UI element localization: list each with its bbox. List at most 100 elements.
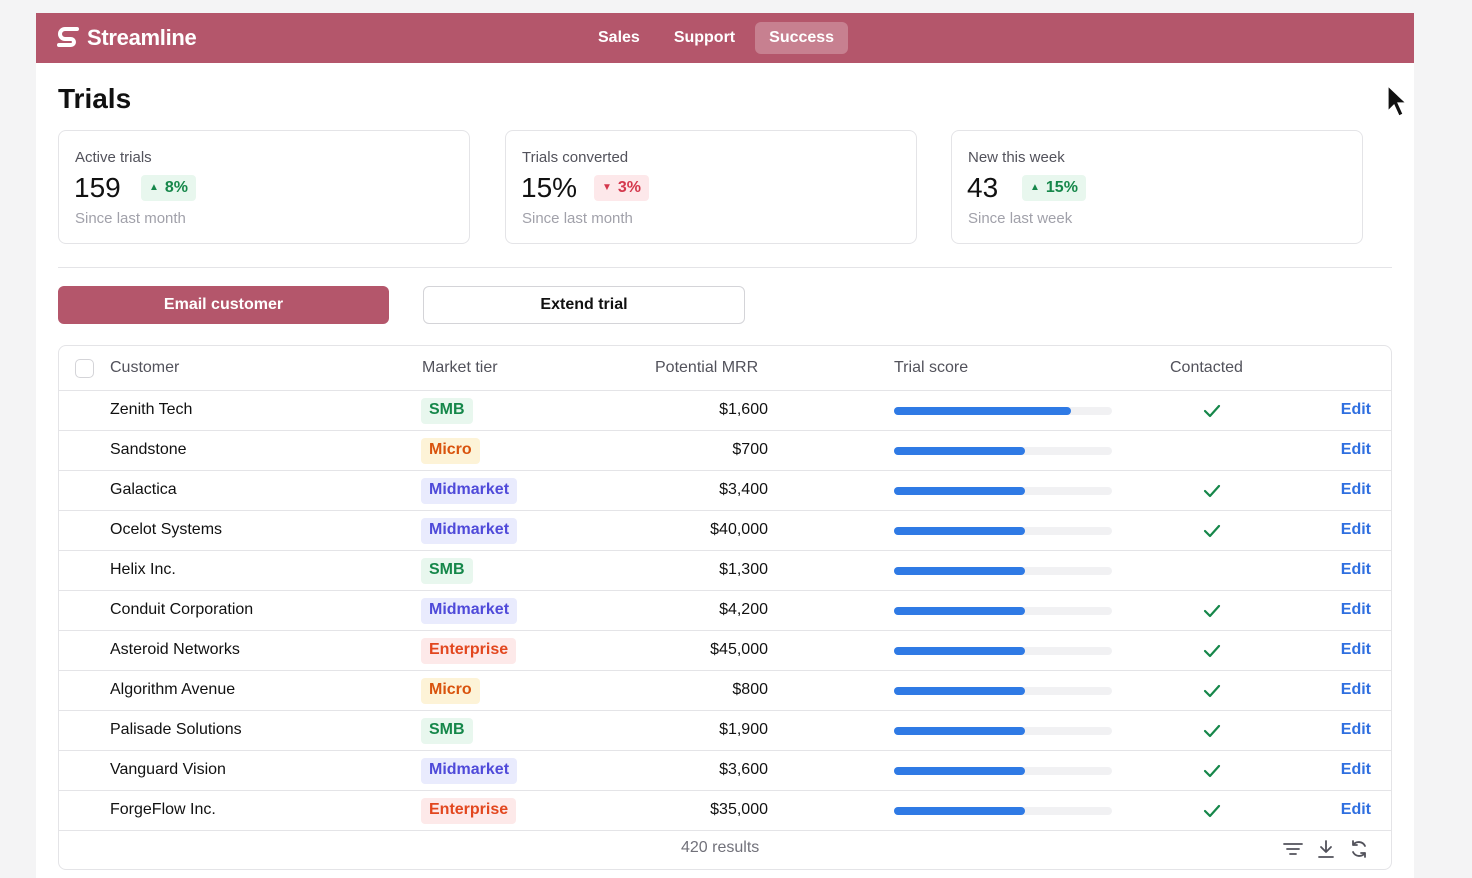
extend-trial-button[interactable]: Extend trial bbox=[423, 286, 745, 324]
market-tier-badge: Micro bbox=[421, 678, 480, 704]
header-contacted[interactable]: Contacted bbox=[1170, 359, 1243, 376]
table-row[interactable]: Ocelot Systems Midmarket $40,000 Edit bbox=[59, 511, 1391, 551]
market-tier-badge: SMB bbox=[421, 718, 473, 744]
trial-score-bar bbox=[894, 807, 1112, 815]
logo[interactable]: Streamline bbox=[57, 25, 197, 51]
stat-change: 15% bbox=[1045, 179, 1078, 196]
table-row[interactable]: Asteroid Networks Enterprise $45,000 Edit bbox=[59, 631, 1391, 671]
check-icon bbox=[1203, 604, 1221, 618]
potential-mrr: $45,000 bbox=[710, 641, 768, 658]
trial-score-fill bbox=[894, 647, 1025, 655]
market-tier-badge: Midmarket bbox=[421, 758, 518, 784]
table-row[interactable]: ForgeFlow Inc. Enterprise $35,000 Edit bbox=[59, 791, 1391, 831]
stat-value: 15% bbox=[521, 172, 578, 203]
table-row[interactable]: Conduit Corporation Midmarket $4,200 Edit bbox=[59, 591, 1391, 631]
customer-name: Conduit Corporation bbox=[110, 601, 254, 618]
stat-card-trials-converted: Trials converted 15% ▼ 3% Since last mon… bbox=[505, 130, 917, 244]
app-name: Streamline bbox=[87, 25, 197, 50]
edit-link[interactable]: Edit bbox=[1340, 561, 1371, 578]
section-divider bbox=[58, 267, 1392, 268]
header-market-tier[interactable]: Market tier bbox=[422, 359, 498, 376]
edit-link[interactable]: Edit bbox=[1340, 441, 1371, 458]
trial-score-fill bbox=[894, 527, 1025, 535]
customer-name: Palisade Solutions bbox=[110, 721, 242, 738]
market-tier-badge: SMB bbox=[421, 398, 473, 424]
edit-link[interactable]: Edit bbox=[1340, 641, 1371, 658]
potential-mrr: $1,300 bbox=[719, 561, 768, 578]
trial-score-bar bbox=[894, 607, 1112, 615]
stat-label: Active trials bbox=[75, 149, 152, 166]
customer-name: Asteroid Networks bbox=[110, 641, 240, 658]
check-icon bbox=[1203, 644, 1221, 658]
trial-score-bar bbox=[894, 647, 1112, 655]
trial-score-fill bbox=[894, 607, 1025, 615]
trial-score-fill bbox=[894, 407, 1071, 415]
trial-score-bar bbox=[894, 447, 1112, 455]
edit-link[interactable]: Edit bbox=[1340, 481, 1371, 498]
stat-sub: Since last month bbox=[75, 210, 186, 227]
header-customer[interactable]: Customer bbox=[110, 359, 180, 376]
trial-score-bar bbox=[894, 567, 1112, 575]
stat-sub: Since last week bbox=[968, 210, 1073, 227]
potential-mrr: $1,900 bbox=[719, 721, 768, 738]
nav-tabs: Sales Support Success bbox=[584, 22, 849, 54]
customer-name: Sandstone bbox=[110, 441, 187, 458]
header-trial-score[interactable]: Trial score bbox=[894, 359, 969, 376]
download-icon[interactable] bbox=[1315, 838, 1337, 860]
table-row[interactable]: Helix Inc. SMB $1,300 Edit bbox=[59, 551, 1391, 591]
potential-mrr: $1,600 bbox=[719, 401, 768, 418]
trial-score-bar bbox=[894, 407, 1112, 415]
potential-mrr: $4,200 bbox=[719, 601, 768, 618]
table-row[interactable]: Algorithm Avenue Micro $800 Edit bbox=[59, 671, 1391, 711]
edit-link[interactable]: Edit bbox=[1340, 401, 1371, 418]
check-icon bbox=[1203, 804, 1221, 818]
potential-mrr: $40,000 bbox=[710, 521, 768, 538]
potential-mrr: $3,600 bbox=[719, 761, 768, 778]
edit-link[interactable]: Edit bbox=[1340, 801, 1371, 818]
table-row[interactable]: Zenith Tech SMB $1,600 Edit bbox=[59, 391, 1391, 431]
page-title: Trials bbox=[58, 83, 132, 114]
customer-name: Ocelot Systems bbox=[110, 521, 223, 538]
trial-score-fill bbox=[894, 767, 1025, 775]
mouse-cursor-icon bbox=[1387, 85, 1406, 117]
potential-mrr: $700 bbox=[732, 441, 768, 458]
tab-success[interactable]: Success bbox=[755, 22, 849, 54]
edit-link[interactable]: Edit bbox=[1340, 721, 1371, 738]
potential-mrr: $35,000 bbox=[710, 801, 768, 818]
tab-sales[interactable]: Sales bbox=[598, 29, 640, 46]
market-tier-badge: Enterprise bbox=[421, 638, 517, 664]
trial-score-fill bbox=[894, 567, 1025, 575]
tab-support[interactable]: Support bbox=[673, 29, 736, 46]
check-icon bbox=[1203, 724, 1221, 738]
check-icon bbox=[1203, 484, 1221, 498]
table-row[interactable]: Vanguard Vision Midmarket $3,600 Edit bbox=[59, 751, 1391, 791]
edit-link[interactable]: Edit bbox=[1340, 761, 1371, 778]
filter-icon[interactable] bbox=[1282, 838, 1304, 860]
edit-link[interactable]: Edit bbox=[1340, 681, 1371, 698]
market-tier-badge: Enterprise bbox=[421, 798, 517, 824]
stat-card-new-this-week: New this week 43 ▲ 15% Since last week bbox=[951, 130, 1363, 244]
trial-score-bar bbox=[894, 727, 1112, 735]
potential-mrr: $3,400 bbox=[719, 481, 768, 498]
stat-value: 43 bbox=[967, 172, 999, 203]
market-tier-badge: Midmarket bbox=[421, 518, 518, 544]
logo-mark-icon bbox=[57, 27, 79, 47]
edit-link[interactable]: Edit bbox=[1340, 601, 1371, 618]
table-row[interactable]: Sandstone Micro $700 Edit bbox=[59, 431, 1391, 471]
table-row[interactable]: Galactica Midmarket $3,400 Edit bbox=[59, 471, 1391, 511]
check-icon bbox=[1203, 684, 1221, 698]
header-potential-mrr[interactable]: Potential MRR bbox=[655, 359, 759, 376]
arrow-up-icon: ▲ bbox=[149, 182, 159, 193]
check-icon bbox=[1203, 524, 1221, 538]
select-all-checkbox[interactable] bbox=[75, 359, 94, 378]
arrow-up-icon: ▲ bbox=[1030, 182, 1040, 193]
customer-name: Galactica bbox=[110, 481, 177, 498]
edit-link[interactable]: Edit bbox=[1340, 521, 1371, 538]
refresh-icon[interactable] bbox=[1348, 838, 1370, 860]
table-row[interactable]: Palisade Solutions SMB $1,900 Edit bbox=[59, 711, 1391, 751]
market-tier-badge: SMB bbox=[421, 558, 473, 584]
stat-label: New this week bbox=[968, 149, 1065, 166]
email-customer-button[interactable]: Email customer bbox=[58, 286, 389, 324]
arrow-down-icon: ▼ bbox=[602, 182, 612, 193]
stat-card-active-trials: Active trials 159 ▲ 8% Since last month bbox=[58, 130, 470, 244]
